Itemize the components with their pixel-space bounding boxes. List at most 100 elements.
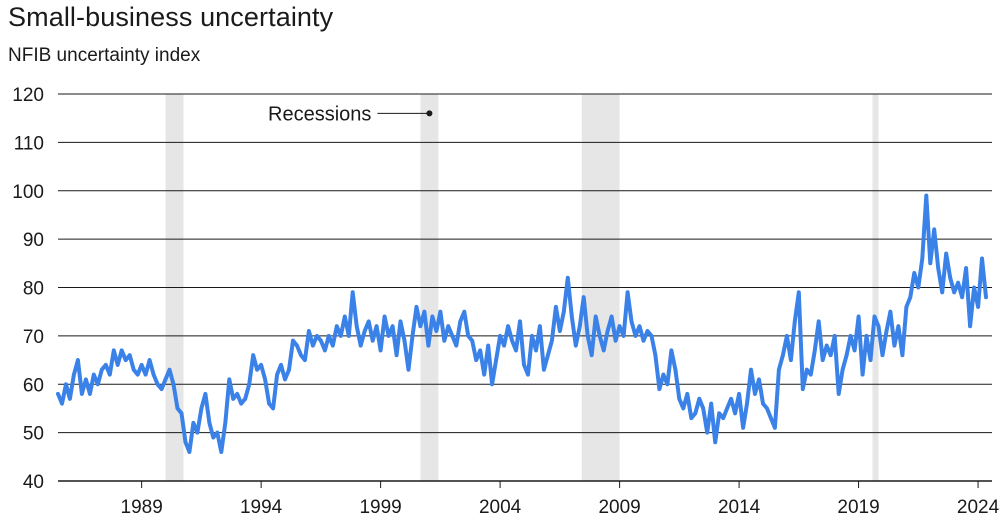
data-point-2012-11 — [697, 397, 702, 401]
y-tick-label-110: 110 — [14, 133, 44, 154]
data-point-1992-03 — [203, 392, 208, 396]
y-tick-label-60: 60 — [23, 375, 44, 396]
data-point-2021-09 — [908, 295, 913, 300]
x-tick-label-1994: 1994 — [240, 497, 283, 518]
data-point-1991-09 — [191, 421, 196, 425]
data-point-2002-11 — [458, 319, 463, 324]
data-point-2020-05 — [876, 324, 881, 329]
data-point-2013-03 — [705, 430, 709, 435]
data-point-2004-05 — [494, 358, 498, 362]
data-point-2017-09 — [813, 348, 817, 353]
data-point-2013-11 — [721, 416, 725, 420]
data-point-2006-11 — [554, 305, 558, 309]
data-point-2006-05 — [542, 367, 546, 372]
data-point-1988-07 — [115, 363, 120, 367]
data-point-1998-01 — [343, 314, 347, 319]
data-point-2016-01 — [773, 426, 777, 430]
data-point-2021-01 — [892, 343, 897, 348]
data-point-2015-11 — [769, 416, 773, 420]
data-point-2015-07 — [761, 401, 765, 406]
y-tick-label-90: 90 — [23, 230, 44, 251]
x-axis-ticks: 1989 1994 1999 2004 2009 2014 2019 2024 — [121, 481, 1000, 518]
data-point-1987-03 — [84, 377, 88, 382]
data-point-2004-03 — [490, 382, 494, 387]
data-point-2017-03 — [801, 387, 805, 391]
data-point-2013-07 — [713, 440, 717, 445]
data-point-1986-07 — [68, 397, 72, 401]
data-point-1995-11 — [291, 338, 295, 343]
data-point-2002-01 — [438, 309, 443, 314]
data-point-1995-09 — [287, 367, 291, 372]
data-point-2000-07 — [402, 338, 407, 343]
data-point-2001-09 — [430, 314, 435, 319]
data-point-2003-01 — [462, 309, 467, 314]
data-point-2020-07 — [880, 353, 885, 358]
data-point-1997-09 — [335, 324, 339, 329]
data-point-2015-01 — [749, 367, 753, 372]
data-point-2023-05 — [948, 276, 952, 280]
data-point-1996-11 — [315, 334, 319, 338]
data-point-1987-07 — [92, 372, 96, 377]
data-point-2023-03 — [944, 251, 948, 256]
data-point-2022-07 — [928, 261, 933, 266]
data-point-2024-09 — [980, 256, 984, 261]
data-point-2017-05 — [805, 367, 809, 372]
data-point-1998-07 — [354, 324, 359, 329]
data-point-2024-11 — [984, 295, 988, 300]
data-point-2010-05 — [637, 324, 642, 329]
data-point-2017-01 — [797, 290, 801, 295]
data-point-2021-11 — [912, 271, 917, 275]
data-point-1988-11 — [123, 358, 128, 362]
data-point-1997-03 — [323, 348, 327, 353]
data-point-2011-07 — [665, 382, 670, 387]
data-point-2003-03 — [466, 334, 471, 338]
data-point-2012-09 — [693, 411, 698, 416]
data-point-2001-11 — [434, 329, 439, 333]
data-point-1992-05 — [207, 421, 212, 425]
data-point-1999-05 — [374, 324, 379, 329]
data-point-2022-09 — [932, 227, 936, 232]
data-point-2016-11 — [793, 319, 797, 324]
data-point-2024-07 — [976, 305, 980, 309]
data-point-2015-09 — [765, 406, 769, 411]
recession-annotation: Recessions — [268, 103, 433, 125]
data-point-2000-09 — [406, 367, 411, 372]
data-point-2017-07 — [809, 372, 813, 377]
data-point-2007-05 — [566, 276, 570, 280]
data-point-2007-09 — [574, 343, 578, 348]
data-point-2020-01 — [868, 358, 873, 362]
y-tick-label-50: 50 — [23, 424, 44, 445]
data-point-2014-11 — [745, 401, 749, 406]
data-point-1990-01 — [151, 372, 156, 377]
data-point-2024-01 — [964, 266, 968, 270]
data-point-2016-03 — [777, 367, 781, 372]
data-point-1991-05 — [183, 440, 188, 445]
recession-annotation-dot — [426, 110, 433, 117]
data-point-1995-01 — [271, 406, 275, 411]
data-point-2003-09 — [478, 348, 483, 353]
data-point-1991-03 — [179, 411, 184, 416]
chart-subtitle: NFIB uncertainty index — [8, 45, 201, 66]
data-point-1993-07 — [235, 392, 239, 396]
data-point-2018-07 — [832, 334, 837, 338]
recession-annotation-label: Recessions — [268, 103, 371, 125]
data-point-1989-09 — [143, 372, 148, 377]
data-point-2016-07 — [785, 334, 789, 338]
data-point-1990-03 — [155, 382, 160, 387]
y-tick-label-120: 120 — [12, 85, 44, 106]
data-point-1998-09 — [358, 343, 363, 348]
data-point-2011-09 — [669, 348, 674, 353]
x-tick-label-1999: 1999 — [359, 497, 401, 518]
data-point-2000-05 — [398, 319, 403, 324]
data-point-1999-11 — [386, 334, 391, 338]
data-point-1995-07 — [283, 377, 287, 382]
data-point-1996-07 — [307, 329, 311, 333]
y-axis-ticks: 40 50 60 70 80 90 100 110 120 — [12, 85, 44, 493]
data-point-2000-03 — [394, 353, 399, 358]
data-point-2007-07 — [570, 314, 574, 319]
data-point-2008-09 — [597, 334, 602, 338]
data-point-1997-07 — [331, 343, 335, 348]
data-point-2011-11 — [673, 367, 678, 372]
data-point-2009-03 — [609, 314, 614, 319]
data-point-1994-01 — [247, 382, 251, 387]
